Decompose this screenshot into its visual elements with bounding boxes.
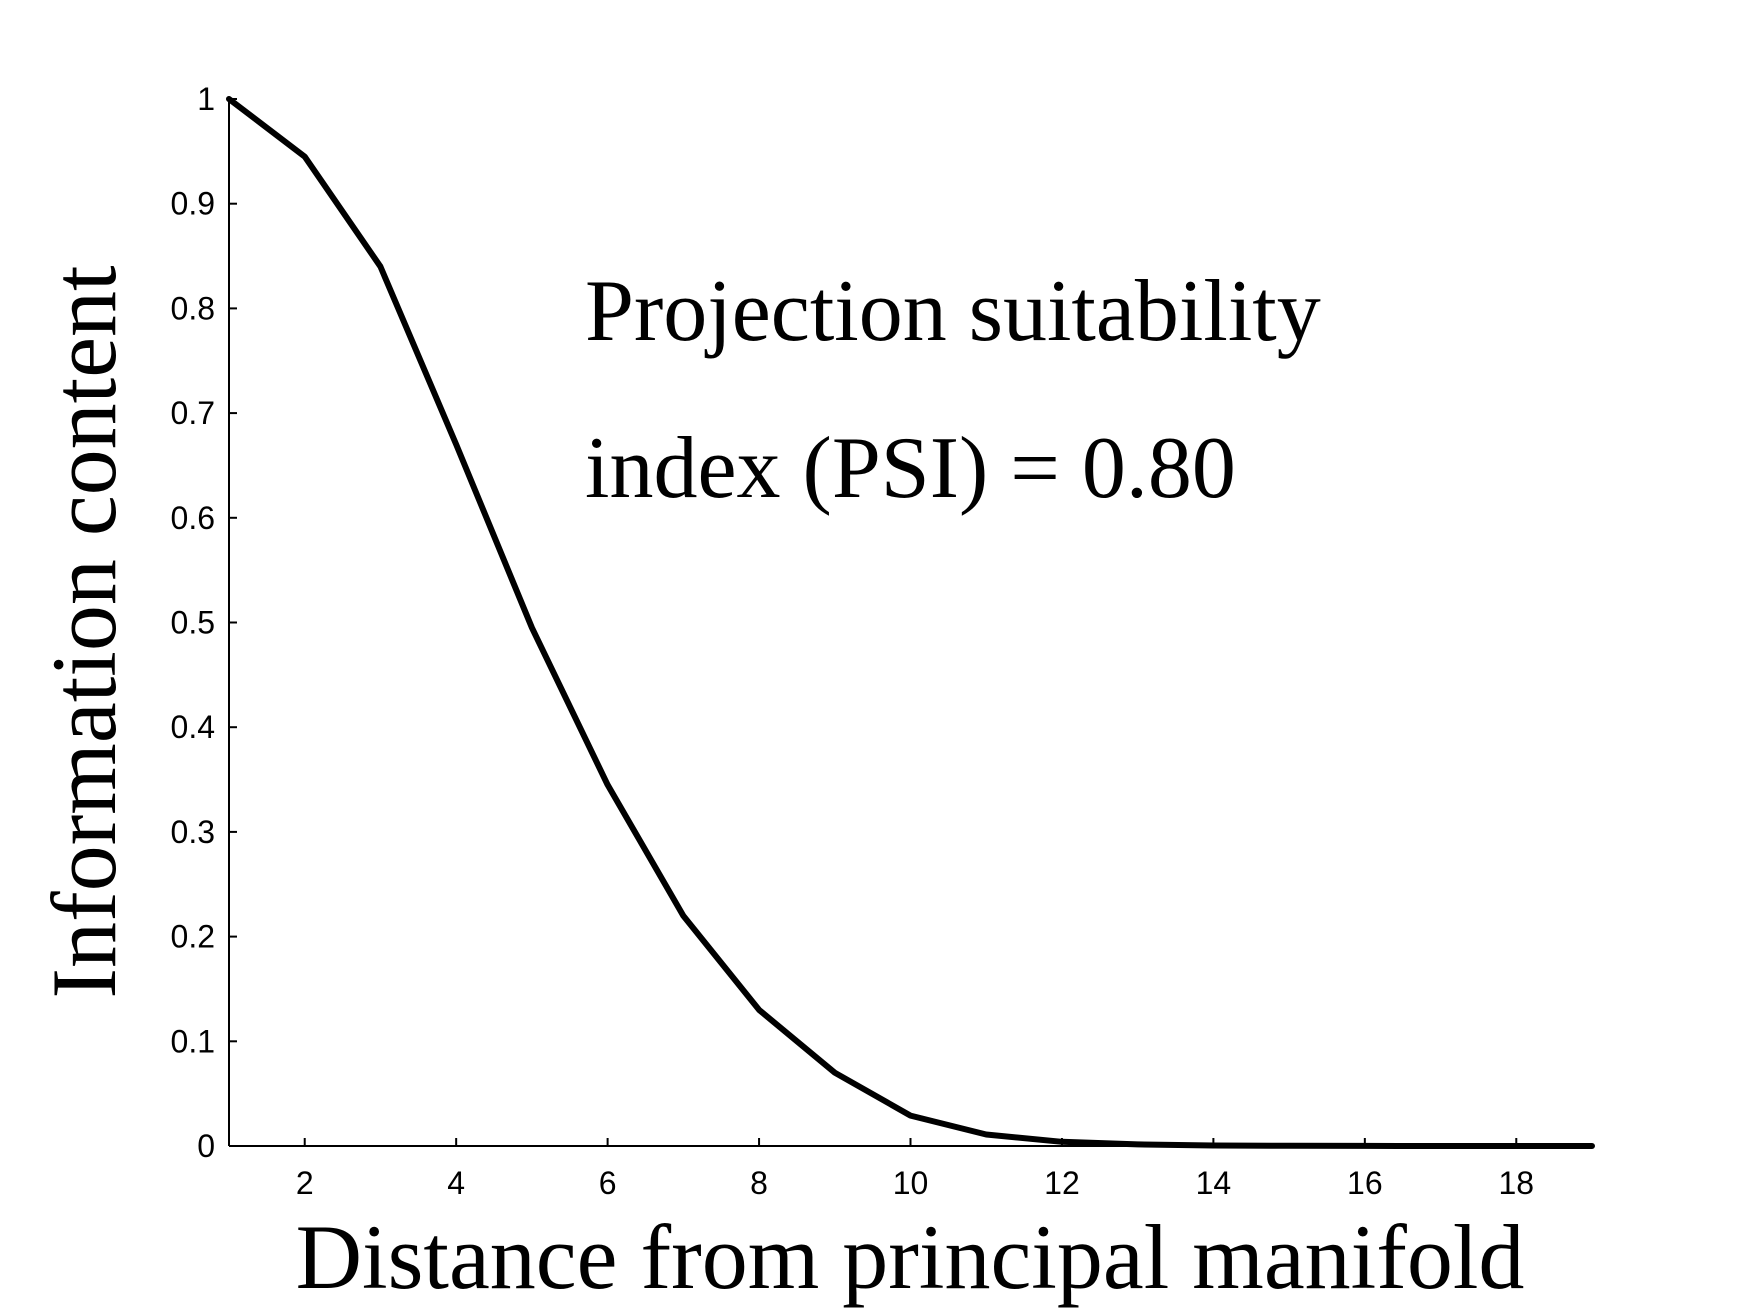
y-tick-label: 0.9 [171, 186, 215, 222]
x-tick-label: 6 [599, 1165, 617, 1201]
psi-annotation-line-2: index (PSI) = 0.80 [585, 420, 1236, 517]
y-tick-label: 0 [197, 1128, 215, 1164]
y-tick-label: 0.2 [171, 919, 215, 955]
y-axis-label: Information content [33, 265, 135, 999]
x-tick-label: 4 [447, 1165, 465, 1201]
y-tick-label: 0.8 [171, 290, 215, 326]
x-tick-label: 12 [1044, 1165, 1080, 1201]
y-ticks: 0 0.1 0.2 0.3 0.4 0.5 0.6 0.7 0.8 0.9 1 [171, 81, 237, 1164]
psi-annotation-line-1: Projection suitability [585, 263, 1321, 360]
y-tick-label: 1 [197, 81, 215, 117]
series-line [226, 96, 1595, 1149]
x-tick-label: 2 [296, 1165, 314, 1201]
y-tick-label: 0.4 [171, 709, 215, 745]
y-tick-label: 0.3 [171, 814, 215, 850]
axes [228, 99, 1592, 1147]
x-tick-label: 10 [893, 1165, 929, 1201]
x-tick-label: 8 [750, 1165, 768, 1201]
y-tick-label: 0.7 [171, 395, 215, 431]
x-tick-label: 14 [1196, 1165, 1232, 1201]
x-axis-label: Distance from principal manifold [296, 1206, 1525, 1308]
x-tick-label: 16 [1347, 1165, 1383, 1201]
x-tick-label: 18 [1498, 1165, 1534, 1201]
y-tick-label: 0.6 [171, 500, 215, 536]
y-tick-label: 0.5 [171, 605, 215, 641]
y-tick-label: 0.1 [171, 1023, 215, 1059]
x-ticks: 2 4 6 8 10 12 14 16 18 [296, 1138, 1534, 1201]
